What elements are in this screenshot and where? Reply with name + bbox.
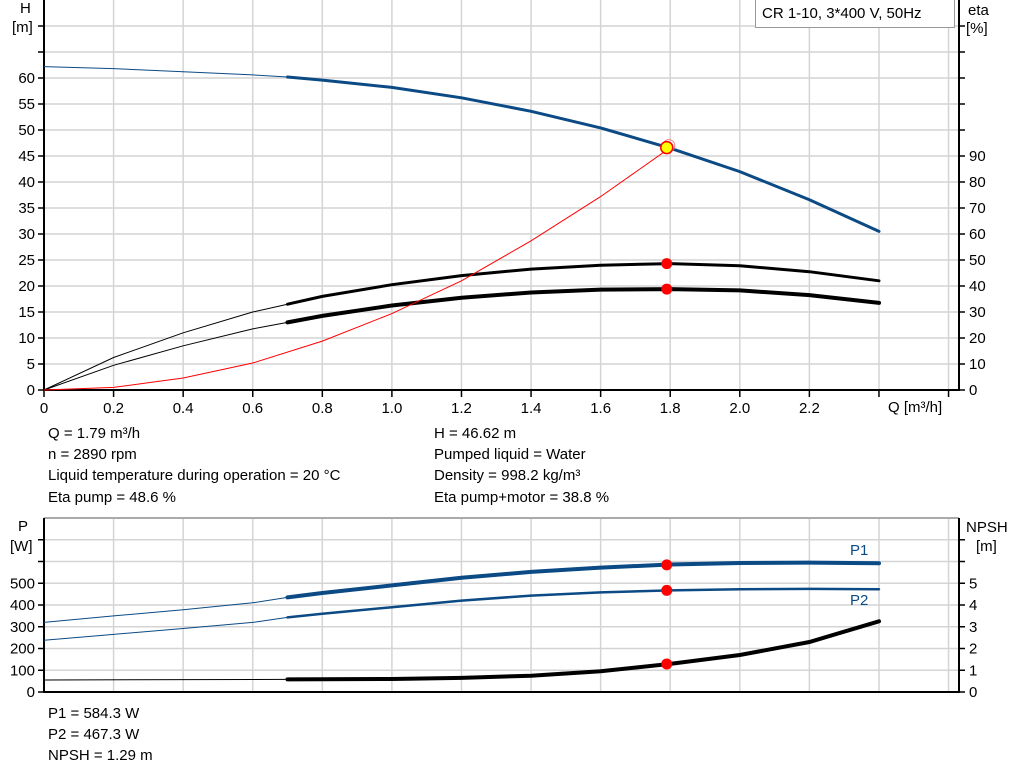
curve-eta_total bbox=[285, 287, 881, 325]
info-p2: P2 = 467.3 W bbox=[48, 726, 140, 743]
y-left-tick-label: 45 bbox=[18, 148, 35, 165]
h-axis-unit: [m] bbox=[12, 19, 33, 36]
curve-p1-extended bbox=[43, 596, 288, 623]
y-right-tick-label: 90 bbox=[969, 148, 986, 165]
curve-h bbox=[286, 75, 881, 233]
x-tick-label: 1.4 bbox=[521, 400, 542, 417]
eta-axis-unit: [%] bbox=[966, 20, 988, 37]
eta-total-marker bbox=[661, 283, 673, 295]
curve-eta_pump-extended bbox=[43, 303, 288, 391]
info-eta-pump: Eta pump = 48.6 % bbox=[48, 489, 176, 506]
x-tick-label: 0.2 bbox=[103, 400, 124, 417]
p-axis-label: P bbox=[18, 518, 29, 535]
curve-p2-extended bbox=[43, 616, 288, 641]
y-right-tick-label: 5 bbox=[969, 575, 977, 592]
curve-p2 bbox=[286, 587, 881, 619]
info-p1: P1 = 584.3 W bbox=[48, 705, 140, 722]
x-tick-label: 1.8 bbox=[660, 400, 681, 417]
curve-eta_total-extended bbox=[43, 321, 288, 391]
y-right-tick-label: 20 bbox=[969, 330, 986, 347]
y-left-tick-label: 30 bbox=[18, 226, 35, 243]
y-left-tick-label: 500 bbox=[10, 575, 35, 592]
y-left-tick-label: 100 bbox=[10, 662, 35, 679]
info-npsh: NPSH = 1.29 m bbox=[48, 747, 153, 764]
info-density: Density = 998.2 kg/m³ bbox=[434, 467, 581, 484]
y-left-tick-label: 15 bbox=[18, 304, 35, 321]
y-left-tick-label: 35 bbox=[18, 200, 35, 217]
info-q: Q = 1.79 m³/h bbox=[48, 425, 141, 442]
y-left-tick-label: 400 bbox=[10, 597, 35, 614]
y-left-tick-label: 25 bbox=[18, 252, 35, 269]
p1-series-label: P1 bbox=[850, 542, 869, 559]
y-right-tick-label: 3 bbox=[969, 619, 977, 636]
info-eta-total: Eta pump+motor = 38.8 % bbox=[434, 489, 610, 506]
y-right-tick-label: 60 bbox=[969, 226, 986, 243]
curve-npsh-extended bbox=[43, 678, 288, 681]
y-right-tick-label: 40 bbox=[969, 278, 986, 295]
y-left-tick-label: 0 bbox=[27, 382, 35, 399]
x-tick-label: 0 bbox=[40, 400, 48, 417]
pump-title: CR 1-10, 3*400 V, 50Hz bbox=[755, 0, 955, 28]
y-right-tick-label: 50 bbox=[969, 252, 986, 269]
p1-marker bbox=[661, 559, 673, 571]
y-right-tick-label: 1 bbox=[969, 662, 977, 679]
duty-point-marker bbox=[659, 140, 674, 155]
p-axis-unit: [W] bbox=[10, 538, 33, 555]
y-left-tick-label: 5 bbox=[27, 356, 35, 373]
p2-marker bbox=[661, 584, 673, 596]
x-tick-label: 2.2 bbox=[799, 400, 820, 417]
x-tick-label: 0.4 bbox=[173, 400, 194, 417]
y-left-tick-label: 0 bbox=[27, 684, 35, 701]
npsh-axis-unit: [m] bbox=[976, 538, 997, 555]
x-tick-label: 1.6 bbox=[590, 400, 611, 417]
npsh-axis-label: NPSH bbox=[966, 519, 1008, 536]
y-right-tick-label: 0 bbox=[969, 684, 977, 701]
x-tick-label: 1.2 bbox=[451, 400, 472, 417]
x-tick-label: 0.8 bbox=[312, 400, 333, 417]
y-right-tick-label: 70 bbox=[969, 200, 986, 217]
curve-npsh bbox=[285, 619, 881, 682]
y-left-tick-label: 300 bbox=[10, 619, 35, 636]
info-liquid: Pumped liquid = Water bbox=[434, 446, 586, 463]
y-right-tick-label: 2 bbox=[969, 641, 977, 658]
y-right-tick-label: 30 bbox=[969, 304, 986, 321]
eta-axis-label: eta bbox=[968, 2, 989, 19]
info-n: n = 2890 rpm bbox=[48, 446, 137, 463]
y-right-tick-label: 0 bbox=[969, 382, 977, 399]
curve-p1 bbox=[285, 560, 881, 600]
system-curve bbox=[43, 147, 671, 391]
eta-pump-marker bbox=[661, 258, 673, 270]
y-left-tick-label: 200 bbox=[10, 641, 35, 658]
y-right-tick-label: 10 bbox=[969, 356, 986, 373]
y-left-tick-label: 20 bbox=[18, 278, 35, 295]
y-left-tick-label: 50 bbox=[18, 122, 35, 139]
x-tick-label: 1.0 bbox=[381, 400, 402, 417]
y-right-tick-label: 80 bbox=[969, 174, 986, 191]
x-tick-label: 2.0 bbox=[729, 400, 750, 417]
curve-eta_pump bbox=[286, 262, 881, 306]
curve-h-extended bbox=[43, 66, 288, 78]
y-left-tick-label: 60 bbox=[18, 70, 35, 87]
h-axis-label: H bbox=[20, 0, 31, 17]
y-left-tick-label: 40 bbox=[18, 174, 35, 191]
x-tick-label: 0.6 bbox=[242, 400, 263, 417]
y-right-tick-label: 4 bbox=[969, 597, 977, 614]
info-temp: Liquid temperature during operation = 20… bbox=[48, 467, 341, 484]
npsh-marker bbox=[661, 658, 673, 670]
p2-series-label: P2 bbox=[850, 592, 869, 609]
y-left-tick-label: 55 bbox=[18, 96, 35, 113]
y-left-tick-label: 10 bbox=[18, 330, 35, 347]
info-h: H = 46.62 m bbox=[434, 425, 517, 442]
q-axis-label: Q [m³/h] bbox=[888, 399, 943, 416]
